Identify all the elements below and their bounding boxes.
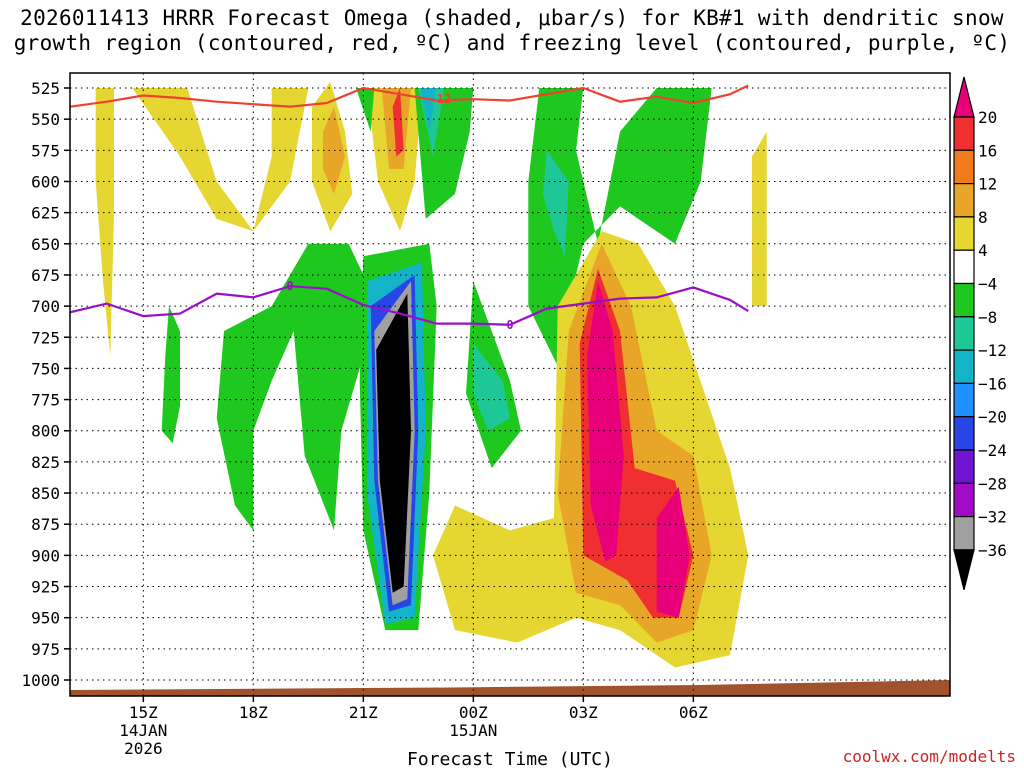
omega-region-26 bbox=[656, 486, 690, 618]
omega-region-12 bbox=[543, 150, 569, 257]
chart-title-line2: growth region (contoured, red, ºC) and f… bbox=[13, 31, 1011, 55]
omega-region-11 bbox=[528, 88, 712, 381]
colorbar-swatch-7 bbox=[953, 316, 975, 351]
colorbar-label-5: −4 bbox=[978, 275, 997, 294]
colorbar-label-6: −8 bbox=[978, 308, 997, 327]
colorbar-label-7: −12 bbox=[978, 341, 1007, 360]
x-tick-label-15Z: 15Z bbox=[129, 703, 158, 722]
omega-region-1 bbox=[132, 88, 309, 232]
y-tick-label-700: 700 bbox=[31, 297, 60, 316]
x-date-label-15Z: 14JAN bbox=[119, 721, 167, 740]
y-tick-label-925: 925 bbox=[31, 578, 60, 597]
colorbar-label-2: 12 bbox=[978, 175, 997, 194]
y-tick-label-650: 650 bbox=[31, 235, 60, 254]
colorbar-label-3: 8 bbox=[978, 208, 988, 227]
y-tick-label-775: 775 bbox=[31, 391, 60, 410]
y-tick-label-850: 850 bbox=[31, 484, 60, 503]
x-tick-label-03Z: 03Z bbox=[569, 703, 598, 722]
x-tick-label-21Z: 21Z bbox=[349, 703, 378, 722]
colorbar-swatch-13 bbox=[953, 515, 975, 551]
colorbar-label-0: 20 bbox=[978, 108, 997, 127]
colorbar-label-11: −28 bbox=[978, 474, 1007, 493]
omega-region-25 bbox=[587, 281, 624, 562]
y-tick-label-625: 625 bbox=[31, 204, 60, 223]
y-tick-label-825: 825 bbox=[31, 453, 60, 472]
colorbar-swatch-4 bbox=[953, 216, 975, 251]
y-tick-label-550: 550 bbox=[31, 110, 60, 129]
colorbar-label-12: −32 bbox=[978, 508, 1007, 527]
pressure-axis: 525 550 575 600 625 650 675 700 725 750 775 800 825 8… bbox=[21, 79, 70, 690]
omega-region-27 bbox=[752, 131, 767, 307]
x-axis-title: Forecast Time (UTC) bbox=[407, 749, 613, 768]
y-tick-label-750: 750 bbox=[31, 359, 60, 378]
colorbar-swatch-2 bbox=[953, 149, 975, 185]
freezing-level-line bbox=[70, 285, 749, 326]
x-tick-label-18Z: 18Z bbox=[239, 703, 268, 722]
dgz-contour-label: 12 bbox=[437, 92, 451, 106]
colorbar-swatch-1 bbox=[953, 116, 975, 151]
colorbar-label-8: −16 bbox=[978, 374, 1007, 393]
colorbar-swatch-9 bbox=[953, 382, 975, 418]
colorbar-swatch-3 bbox=[953, 183, 975, 218]
contour-lines: 12 0 0 bbox=[70, 84, 749, 332]
y-tick-label-1000: 1000 bbox=[21, 671, 60, 690]
omega-region-16 bbox=[473, 343, 510, 431]
plot-frame bbox=[69, 72, 951, 697]
colorbar-arrow-bottom bbox=[953, 549, 975, 591]
terrain-surface bbox=[70, 680, 950, 696]
y-tick-label-975: 975 bbox=[31, 640, 60, 659]
omega-region-7 bbox=[356, 88, 375, 132]
x-tick-label-06Z: 06Z bbox=[679, 703, 708, 722]
y-tick-label-725: 725 bbox=[31, 328, 60, 347]
colorbar-label-4: 4 bbox=[978, 241, 988, 260]
omega-region-6 bbox=[392, 88, 404, 157]
colorbar-label-9: −20 bbox=[978, 408, 1007, 427]
x-year-label-15Z: 2026 bbox=[124, 739, 163, 758]
colorbar-swatch-6 bbox=[953, 282, 975, 318]
x-tick-label-00Z: 00Z bbox=[459, 703, 488, 722]
y-tick-label-600: 600 bbox=[31, 172, 60, 191]
y-tick-label-900: 900 bbox=[31, 546, 60, 565]
colorbar: 20 16 12 8 4 −4 −8 −12 −16 −20 −24 −28 −32 −36 bbox=[953, 76, 1007, 591]
colorbar-label-10: −24 bbox=[978, 441, 1007, 460]
colorbar-swatch-5 bbox=[953, 249, 975, 285]
omega-region-13 bbox=[216, 243, 378, 531]
colorbar-swatch-11 bbox=[953, 449, 975, 484]
y-tick-label-875: 875 bbox=[31, 515, 60, 534]
y-tick-label-525: 525 bbox=[31, 79, 60, 98]
x-date-label-00Z: 15JAN bbox=[449, 721, 497, 740]
dgz-contour-line bbox=[70, 84, 749, 108]
colorbar-arrow-top bbox=[953, 76, 975, 118]
colorbar-swatch-12 bbox=[953, 482, 975, 518]
chart-title-line1: 2026011413 HRRR Forecast Omega (shaded, … bbox=[20, 6, 1004, 30]
plot-grid bbox=[70, 73, 950, 696]
colorbar-swatch-10 bbox=[953, 416, 975, 451]
colorbar-label-13: −36 bbox=[978, 541, 1007, 560]
y-tick-label-675: 675 bbox=[31, 266, 60, 285]
omega-region-14 bbox=[161, 306, 180, 444]
freezing-label-2: 0 bbox=[506, 318, 513, 332]
y-tick-label-575: 575 bbox=[31, 141, 60, 160]
colorbar-label-1: 16 bbox=[978, 141, 997, 160]
colorbar-swatch-8 bbox=[953, 349, 975, 385]
credit-link[interactable]: coolwx.com/modelts bbox=[843, 747, 1016, 766]
omega-region-0 bbox=[95, 88, 114, 356]
y-tick-label-950: 950 bbox=[31, 609, 60, 628]
y-tick-label-800: 800 bbox=[31, 422, 60, 441]
freezing-label-1: 0 bbox=[286, 279, 293, 293]
